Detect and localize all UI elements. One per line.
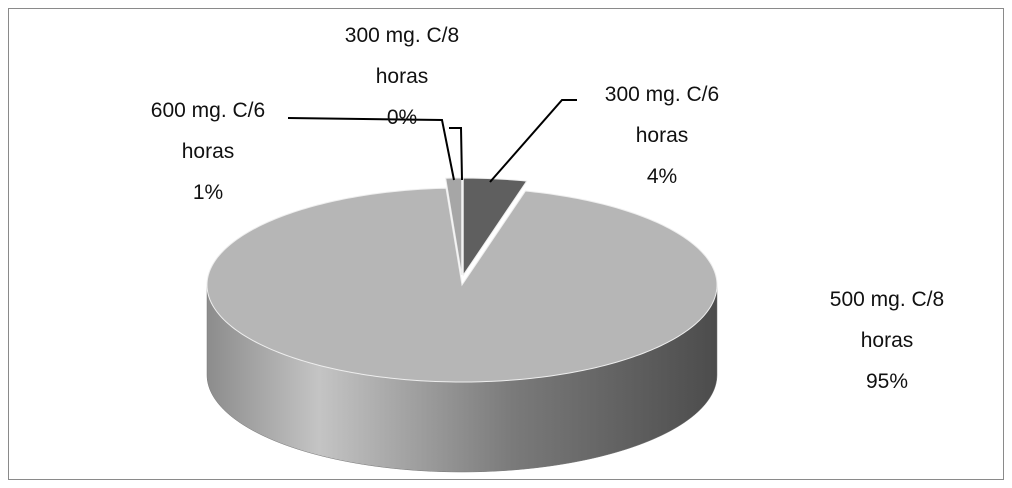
- data-label: 600 mg. C/6 horas 1%: [143, 90, 273, 213]
- pie: [206, 177, 718, 473]
- category-label: 600 mg. C/6 horas: [150, 99, 266, 163]
- data-label: 300 mg. C/6 horas 4%: [597, 74, 727, 197]
- pie-slice: [206, 187, 718, 383]
- value-label: 95%: [865, 370, 909, 393]
- value-label: 4%: [646, 165, 678, 188]
- data-label: 500 mg. C/8 horas 95%: [822, 279, 952, 402]
- pie-slice: [462, 177, 528, 277]
- category-label: 500 mg. C/8 horas: [829, 288, 945, 352]
- data-label: 300 mg. C/8 horas 0%: [337, 15, 467, 138]
- value-label: 0%: [386, 106, 418, 129]
- leader-line: [287, 117, 455, 181]
- value-label: 1%: [192, 181, 224, 204]
- leader-line: [449, 127, 463, 181]
- category-label: 300 mg. C/8 horas: [344, 24, 460, 88]
- category-label: 300 mg. C/6 horas: [604, 83, 720, 147]
- leader-line: [489, 99, 577, 183]
